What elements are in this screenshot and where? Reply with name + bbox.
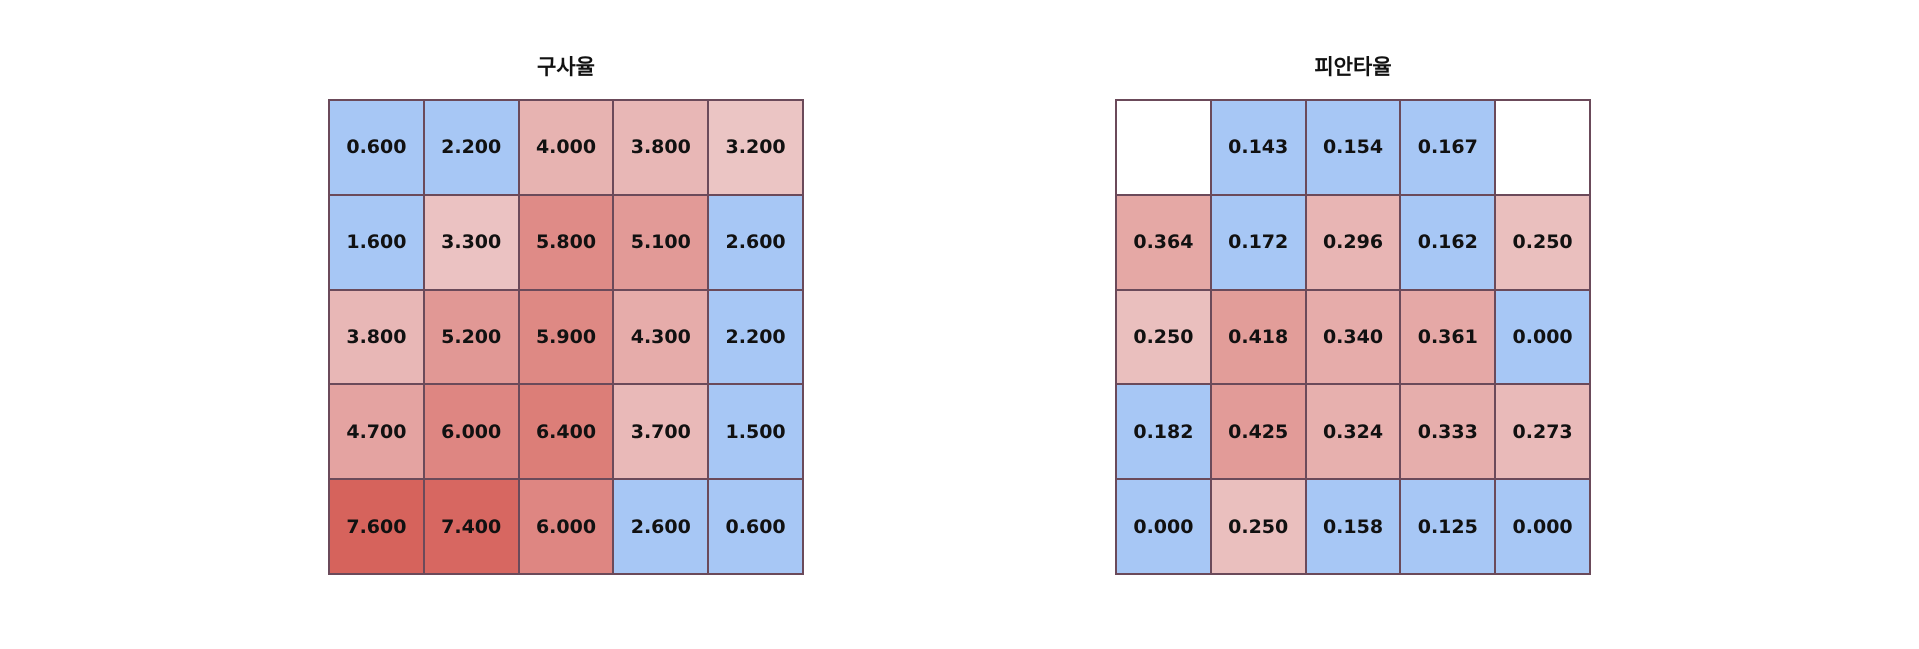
heatmap-cell: 1.600: [329, 194, 424, 290]
pitch-rate-panel: 구사율 0.600 2.200 4.000 3.800 3.200 1.600 3.300 5…: [328, 52, 804, 575]
heatmap-cell: 0.000: [1495, 289, 1590, 385]
heatmap-cell: 4.300: [613, 289, 709, 385]
heatmap-cell: 3.300: [423, 194, 519, 290]
heatmap-cell: 7.400: [423, 479, 519, 574]
heatmap-cell: 3.800: [613, 100, 709, 195]
heatmap-cell: 0.333: [1400, 384, 1496, 480]
heatmap-cell: 0.000: [1495, 479, 1590, 574]
heatmap-cell: 0.364: [1116, 194, 1211, 290]
heatmap-cell: 0.425: [1210, 384, 1306, 480]
heatmap-cell: 4.000: [518, 100, 614, 195]
heatmap-cell: 5.200: [423, 289, 519, 385]
pitch-rate-heatmap: 0.600 2.200 4.000 3.800 3.200 1.600 3.300 5.800…: [328, 99, 804, 575]
heatmap-cell: 1.500: [708, 384, 803, 480]
pitch-rate-title: 구사율: [537, 55, 595, 79]
batting-average-against-panel: 피안타율 0.143 0.154 0.167 0.364 0.172 0.296 0.162…: [1115, 52, 1591, 575]
heatmap-cell: 5.800: [518, 194, 614, 290]
heatmap-cell: 2.600: [708, 194, 803, 290]
heatmap-cell: 0.158: [1305, 479, 1401, 574]
heatmap-cell: 0.250: [1495, 194, 1590, 290]
heatmap-cell: 0.143: [1210, 100, 1306, 195]
heatmap-cell: 6.400: [518, 384, 614, 480]
heatmap-cell: 0.154: [1305, 100, 1401, 195]
heatmap-cell: 2.600: [613, 479, 709, 574]
batting-average-against-heatmap: 0.143 0.154 0.167 0.364 0.172 0.296 0.162 0.250…: [1115, 99, 1591, 575]
heatmap-cell: 0.172: [1210, 194, 1306, 290]
heatmap-cell: 0.296: [1305, 194, 1401, 290]
heatmap-cell: 6.000: [423, 384, 519, 480]
heatmap-cell: 4.700: [329, 384, 424, 480]
heatmap-cell: 0.361: [1400, 289, 1496, 385]
heatmap-cell: 5.100: [613, 194, 709, 290]
heatmap-cell: 2.200: [423, 100, 519, 195]
heatmap-cell: 0.600: [329, 100, 424, 195]
heatmap-cell: 0.273: [1495, 384, 1590, 480]
heatmap-cell: 3.200: [708, 100, 803, 195]
heatmap-cell: 0.340: [1305, 289, 1401, 385]
heatmap-cell: 0.000: [1116, 479, 1211, 574]
heatmap-cell: 6.000: [518, 479, 614, 574]
heatmap-cell: [1495, 100, 1590, 195]
batting-average-against-title: 피안타율: [1314, 55, 1392, 79]
heatmap-cell: 0.324: [1305, 384, 1401, 480]
heatmap-cell: 0.125: [1400, 479, 1496, 574]
heatmap-cell: 0.162: [1400, 194, 1496, 290]
heatmap-cell: 0.418: [1210, 289, 1306, 385]
heatmap-cell: 0.250: [1116, 289, 1211, 385]
heatmap-cell: 0.250: [1210, 479, 1306, 574]
heatmap-cell: 5.900: [518, 289, 614, 385]
heatmap-cell: 3.800: [329, 289, 424, 385]
heatmap-cell: 0.600: [708, 479, 803, 574]
heatmap-cell: [1116, 100, 1211, 195]
heatmap-cell: 0.182: [1116, 384, 1211, 480]
heatmap-cell: 7.600: [329, 479, 424, 574]
heatmap-cell: 2.200: [708, 289, 803, 385]
heatmap-cell: 3.700: [613, 384, 709, 480]
heatmap-cell: 0.167: [1400, 100, 1496, 195]
